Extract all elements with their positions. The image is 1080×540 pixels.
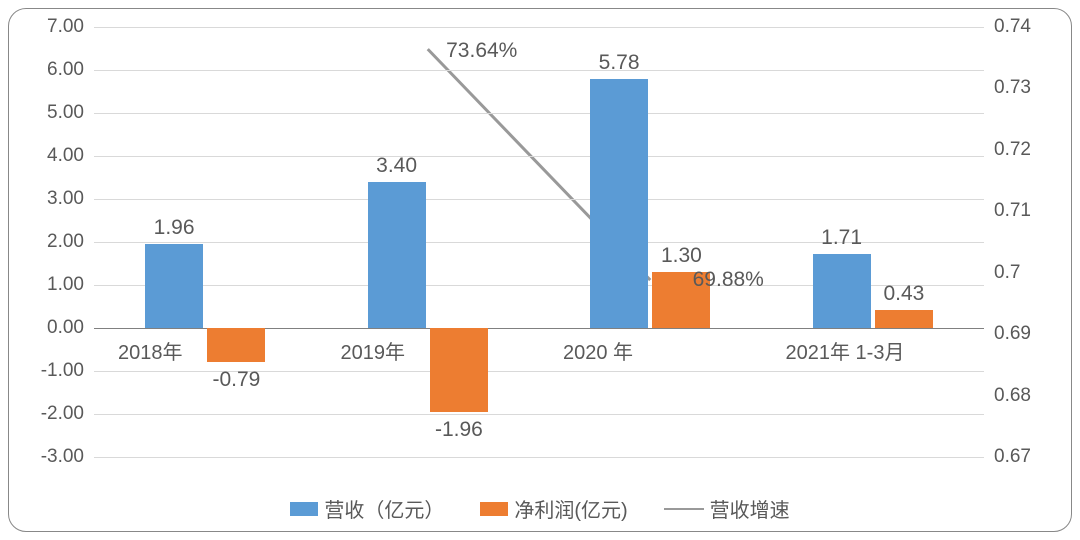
legend: 营收（亿元） 净利润(亿元) 营收增速 (9, 494, 1071, 523)
gridline (94, 70, 984, 71)
x-axis-label: 2020 年 (563, 336, 633, 365)
y-axis-left-label: 7.00 (24, 16, 84, 38)
y-axis-right-label: 0.7 (994, 262, 1044, 284)
legend-item-revenue: 营收（亿元） (290, 494, 444, 523)
bar-revenue (145, 244, 203, 328)
gridline (94, 414, 984, 415)
y-axis-left-label: 1.00 (24, 274, 84, 296)
data-label-growth: 73.64% (446, 39, 517, 63)
gridline (94, 156, 984, 157)
legend-swatch-profit (480, 502, 508, 516)
y-axis-right-label: 0.71 (994, 200, 1044, 222)
bar-profit (430, 328, 488, 412)
y-axis-right-label: 0.73 (994, 77, 1044, 99)
y-axis-left-label: 4.00 (24, 145, 84, 167)
data-label-revenue: 3.40 (376, 154, 417, 178)
y-axis-left-label: 3.00 (24, 188, 84, 210)
y-axis-right-label: 0.68 (994, 385, 1044, 407)
gridline (94, 457, 984, 458)
x-axis-label: 2018年 (118, 336, 183, 365)
legend-item-growth: 营收增速 (664, 494, 790, 523)
plot-area: -3.00-2.00-1.000.001.002.003.004.005.006… (94, 27, 984, 457)
y-axis-right-label: 0.72 (994, 139, 1044, 161)
gridline (94, 199, 984, 200)
data-label-profit: 0.43 (883, 282, 924, 306)
legend-swatch-growth (664, 508, 704, 510)
gridline (94, 113, 984, 114)
x-axis-label: 2019年 (341, 336, 406, 365)
bar-profit (207, 328, 265, 362)
legend-label-profit: 净利润(亿元) (514, 494, 627, 523)
data-label-profit: 1.30 (661, 244, 702, 268)
bar-revenue (368, 182, 426, 328)
data-label-profit: -0.79 (212, 368, 260, 392)
bar-revenue (590, 79, 648, 328)
y-axis-right-label: 0.74 (994, 16, 1044, 38)
y-axis-left-label: 5.00 (24, 102, 84, 124)
data-label-revenue: 5.78 (599, 51, 640, 75)
bar-profit (875, 310, 933, 328)
bar-revenue (813, 254, 871, 328)
y-axis-right-label: 0.67 (994, 446, 1044, 468)
data-label-growth: 69.88% (693, 268, 764, 292)
y-axis-right-label: 0.69 (994, 323, 1044, 345)
legend-label-growth: 营收增速 (710, 494, 790, 523)
x-axis-label: 2021年 1-3月 (786, 336, 905, 365)
y-axis-left-label: 6.00 (24, 59, 84, 81)
y-axis-left-label: 0.00 (24, 317, 84, 339)
y-axis-left-label: -1.00 (24, 360, 84, 382)
y-axis-left-label: 2.00 (24, 231, 84, 253)
y-axis-left-label: -2.00 (24, 403, 84, 425)
data-label-revenue: 1.96 (154, 216, 195, 240)
chart-frame: -3.00 -2.00 -1.00 0.00 1.00 2.00 3.00 4.00 5.00 6… (8, 8, 1072, 532)
legend-label-revenue: 营收（亿元） (324, 494, 444, 523)
gridline (94, 27, 984, 28)
data-label-profit: -1.96 (435, 418, 483, 442)
y-axis-left-label: -3.00 (24, 446, 84, 468)
data-label-revenue: 1.71 (821, 226, 862, 250)
legend-swatch-revenue (290, 502, 318, 516)
legend-item-profit: 净利润(亿元) (480, 494, 627, 523)
